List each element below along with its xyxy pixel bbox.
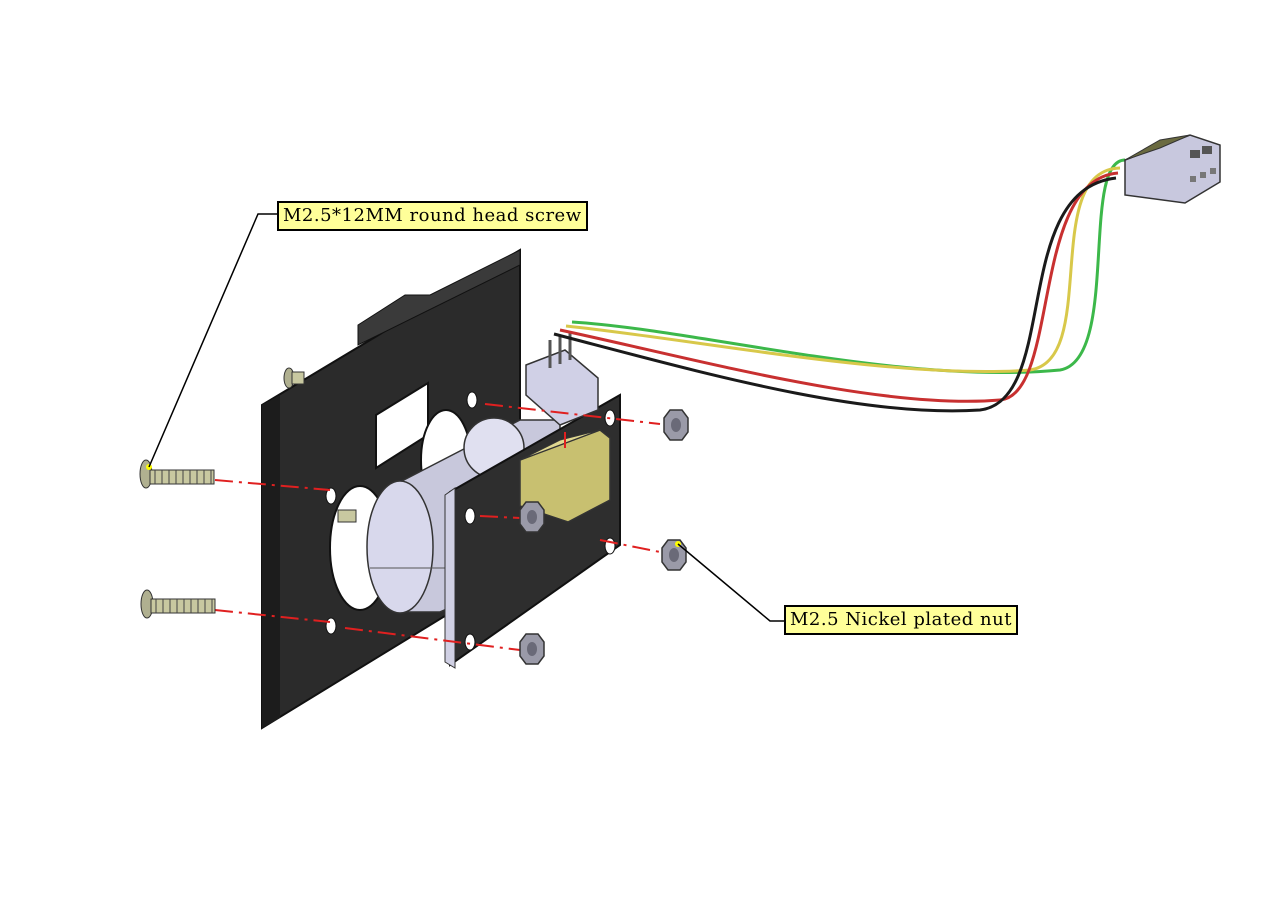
sensor-box bbox=[519, 429, 611, 523]
wire-harness bbox=[553, 158, 1126, 413]
screw-behind-top bbox=[283, 367, 305, 389]
assembly-centerlines bbox=[214, 403, 661, 651]
header-connector bbox=[525, 332, 599, 426]
screw-callout-label: M2.5*12MM round head screw bbox=[277, 201, 588, 231]
cable-end-connector bbox=[1124, 134, 1221, 204]
nut-leader-line bbox=[677, 543, 786, 622]
nut-callout-label: M2.5 Nickel plated nut bbox=[784, 605, 1018, 635]
screw-leader-line bbox=[148, 213, 279, 468]
screw-top bbox=[139, 459, 215, 489]
screw-behind-middle bbox=[337, 509, 357, 523]
nut-bottom bbox=[519, 633, 545, 665]
nut-middle bbox=[519, 501, 545, 533]
nut-bottom-right bbox=[661, 539, 687, 571]
screw-bottom bbox=[140, 589, 216, 619]
nut-top-right bbox=[663, 409, 689, 441]
